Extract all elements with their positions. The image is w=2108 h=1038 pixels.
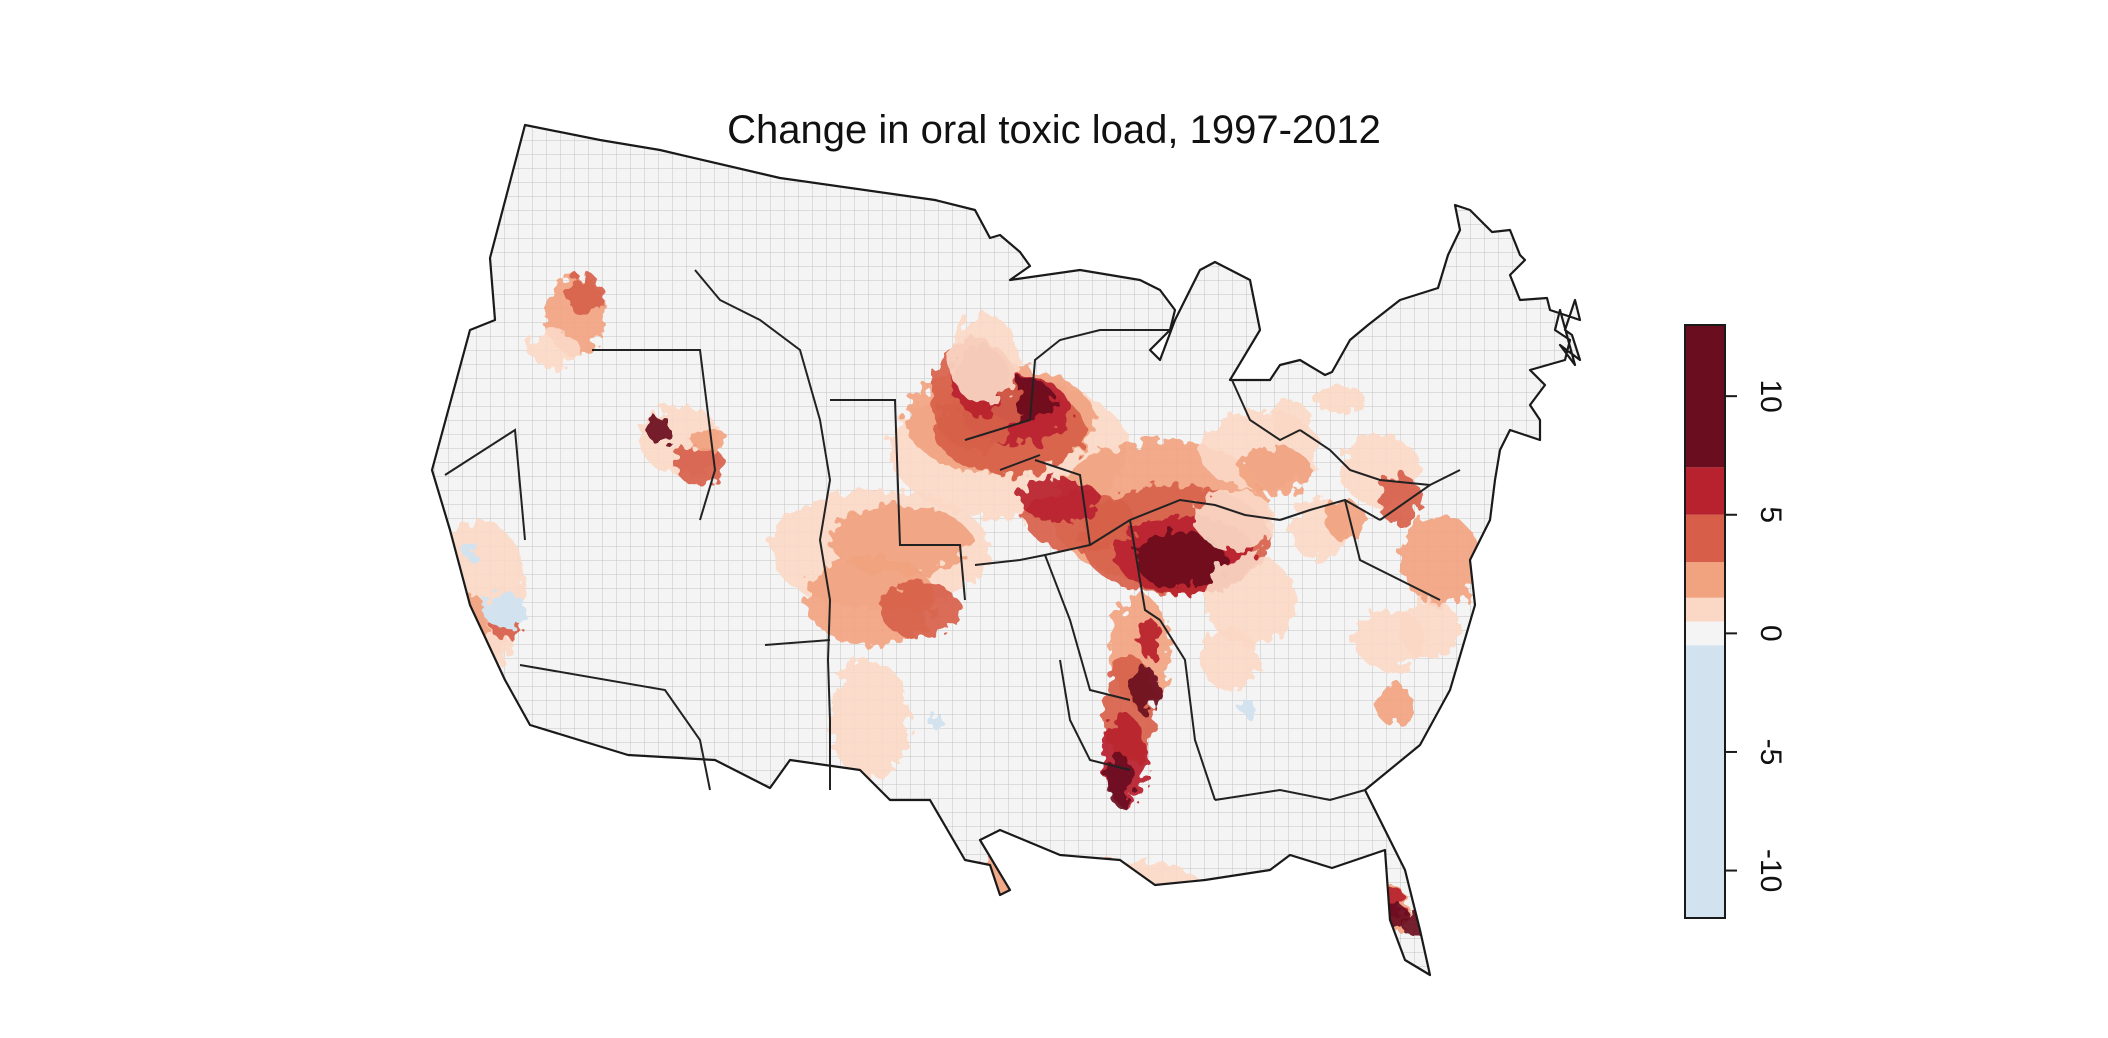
county-cluster-negative xyxy=(462,542,478,558)
county-cluster xyxy=(1200,630,1260,690)
legend-tick-label: 10 xyxy=(1754,379,1787,412)
hotspot-layer xyxy=(435,273,1480,940)
county-cluster xyxy=(1135,532,1225,588)
county-cluster xyxy=(1131,666,1159,714)
legend-band-0 xyxy=(1685,645,1725,918)
county-cluster xyxy=(1138,620,1162,660)
county-cluster-negative xyxy=(1240,700,1256,716)
county-choropleth xyxy=(430,123,1582,977)
county-cluster xyxy=(1400,515,1480,605)
legend-ticks: 10 5 0 -5 -10 xyxy=(1725,379,1787,892)
legend-band-1 xyxy=(1685,621,1725,646)
legend-tick-label: -5 xyxy=(1754,739,1787,766)
county-cluster xyxy=(830,660,910,780)
county-cluster xyxy=(1401,913,1429,937)
county-cluster xyxy=(692,428,728,452)
county-cluster xyxy=(648,415,672,445)
county-cluster-negative xyxy=(927,712,943,728)
map-title: Change in oral toxic load, 1997-2012 xyxy=(727,108,1381,152)
legend-band-5 xyxy=(1685,467,1725,515)
legend-band-4 xyxy=(1685,514,1725,563)
county-cluster xyxy=(1240,445,1310,495)
county-cluster xyxy=(435,520,525,660)
county-cluster xyxy=(880,582,960,638)
county-cluster xyxy=(985,890,1035,940)
county-cluster xyxy=(1315,385,1365,415)
county-cluster xyxy=(1205,555,1295,645)
legend-tick-label: -10 xyxy=(1754,849,1787,892)
county-cluster xyxy=(1355,610,1425,670)
county-cluster xyxy=(1325,500,1365,540)
county-cluster xyxy=(1085,860,1205,930)
legend-frame xyxy=(1684,324,1726,919)
legend-colorbar: 10 5 0 -5 -10 xyxy=(1684,324,1787,919)
legend-tick-label: 5 xyxy=(1754,506,1787,523)
legend-tick-label: 0 xyxy=(1754,625,1787,642)
legend-band-2 xyxy=(1685,597,1725,622)
county-cluster xyxy=(530,332,580,368)
legend-band-6 xyxy=(1685,325,1725,468)
county-cluster-negative xyxy=(483,592,527,628)
county-cluster xyxy=(1020,478,1100,522)
county-cluster xyxy=(1106,754,1134,806)
county-cluster xyxy=(1340,865,1380,895)
legend-band-3 xyxy=(1685,562,1725,598)
county-cluster xyxy=(1195,490,1275,550)
us-outline xyxy=(430,123,1582,977)
county-cluster xyxy=(567,273,603,317)
county-cluster xyxy=(675,445,725,485)
county-cluster xyxy=(950,315,1020,405)
county-cluster xyxy=(1375,685,1415,725)
legend-color-bands xyxy=(1685,325,1725,918)
region-boundaries xyxy=(444,269,1461,802)
